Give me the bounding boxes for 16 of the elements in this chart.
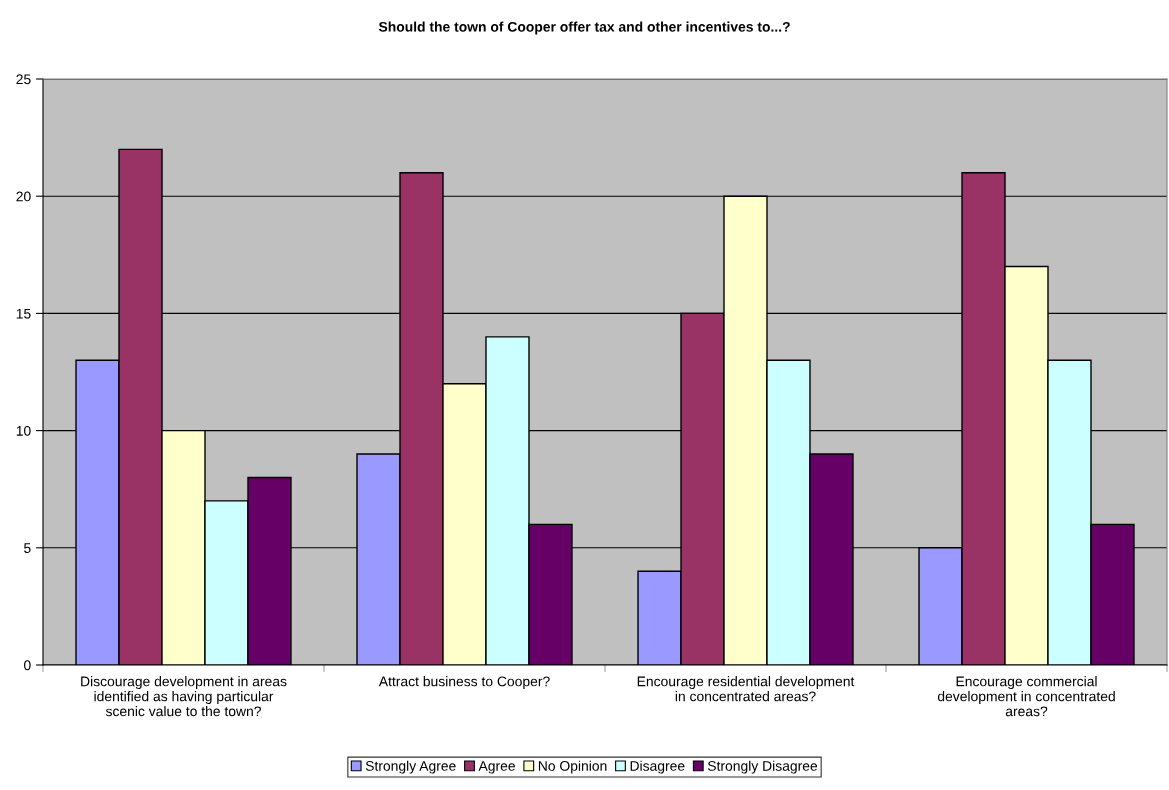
- y-tick-label: 20: [16, 191, 31, 202]
- x-tick-label: Attract business to Cooper?: [378, 676, 550, 690]
- x-tick-label: Discourage development in areas identified as having particular scenic value to the town?: [81, 676, 287, 717]
- legend-label: No Opinion: [538, 760, 607, 774]
- x-tick-label: Encourage residential development in concentrated areas?: [637, 676, 855, 702]
- legend-label: Strongly Disagree: [707, 760, 818, 774]
- chart-title: Should the town of Cooper offer tax and other incentives to...?: [378, 21, 790, 35]
- legend-label: Disagree: [630, 760, 685, 774]
- y-tick-label: 15: [16, 308, 31, 319]
- y-tick-label: 25: [16, 74, 31, 85]
- y-tick-label: 5: [24, 543, 31, 553]
- legend-label: Strongly Agree: [365, 760, 456, 774]
- legend-label: Agree: [478, 761, 515, 774]
- y-tick-label: 0: [24, 660, 31, 671]
- y-tick-label: 10: [16, 425, 31, 436]
- x-tick-label: Encourage commercial development in concentrated areas?: [937, 676, 1115, 717]
